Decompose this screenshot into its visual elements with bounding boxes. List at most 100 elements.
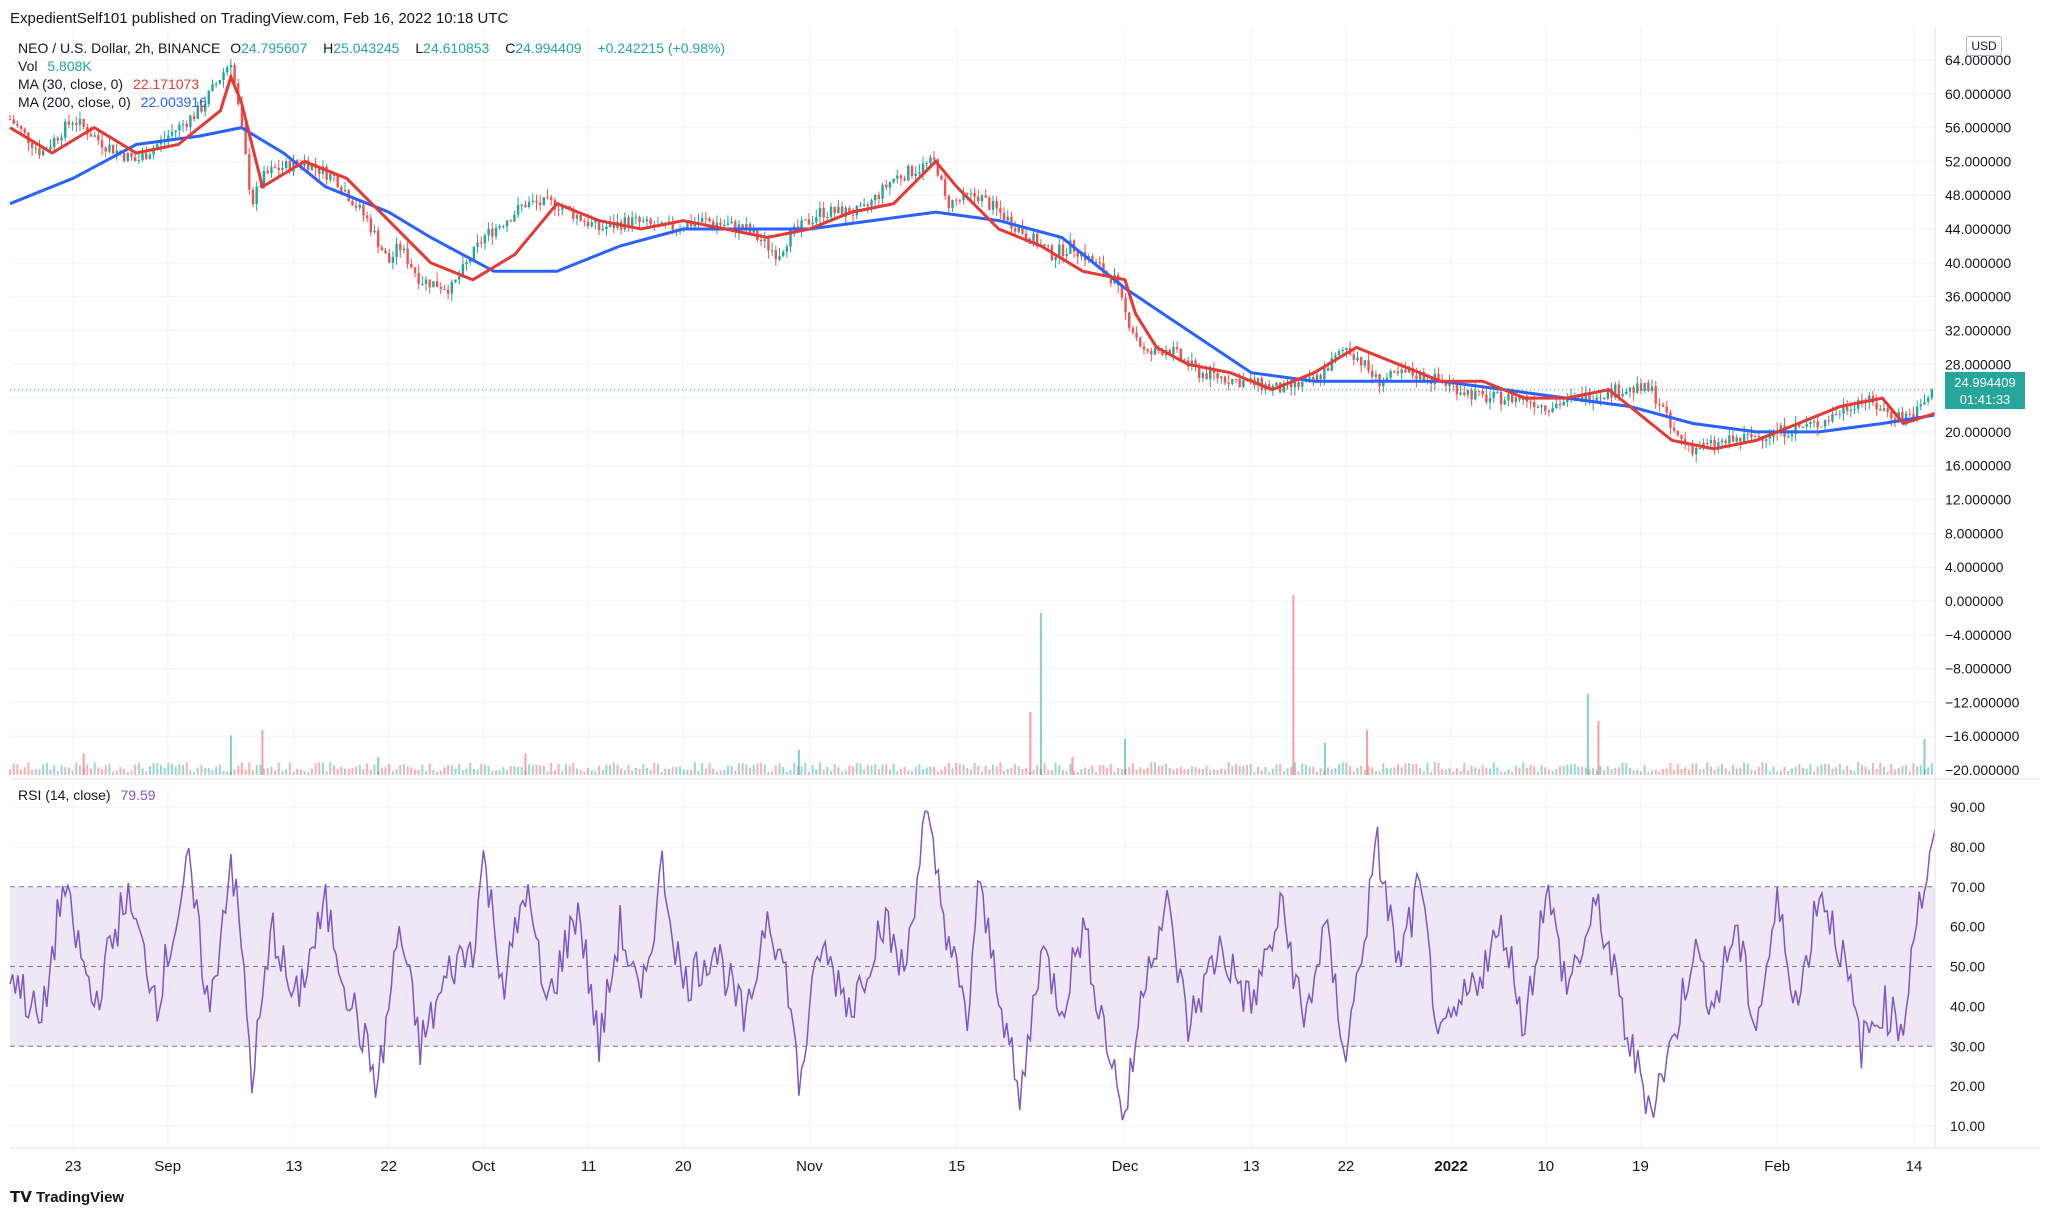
volume-bar — [1555, 769, 1558, 775]
volume-bar — [1882, 766, 1885, 775]
volume-bar — [587, 767, 590, 775]
candle-body — [689, 222, 693, 227]
tradingview-logo: 𝗧𝗩 TradingView — [10, 1188, 124, 1206]
volume-bar — [388, 764, 391, 775]
candle-body — [954, 199, 958, 201]
candle-body — [1849, 409, 1853, 411]
candle-body — [966, 192, 969, 195]
rsi-label[interactable]: RSI (14, close) — [18, 787, 111, 803]
volume-bar — [1801, 767, 1804, 775]
volume-bar — [23, 767, 26, 775]
candle-body — [1002, 212, 1006, 221]
candle-body — [310, 163, 314, 171]
candle-body — [395, 243, 398, 258]
volume-bar — [1927, 767, 1930, 775]
candle-body — [575, 215, 579, 219]
volume-bar — [1330, 768, 1333, 775]
volume-bar — [1194, 767, 1197, 775]
volume-bar — [296, 768, 299, 775]
volume-bar — [461, 770, 464, 775]
candle-body — [1098, 262, 1101, 264]
volume-bar — [818, 762, 821, 775]
candle-body — [1308, 376, 1311, 379]
price-tick-label: 20.000000 — [1945, 424, 2011, 440]
volume-bar — [425, 771, 428, 775]
volume-bar — [64, 767, 67, 775]
volume-bar — [108, 763, 111, 775]
time-tick-label: 2022 — [1434, 1158, 1467, 1175]
candle-body — [1437, 373, 1440, 381]
candle-body — [1717, 442, 1720, 447]
candle-body — [1669, 412, 1672, 428]
vol-label[interactable]: Vol — [18, 58, 38, 74]
volume-bar — [771, 771, 774, 775]
rsi-tick-label: 50.00 — [1950, 959, 1985, 975]
candle-body — [980, 195, 984, 202]
volume-bar — [763, 764, 766, 775]
candle-body — [826, 216, 829, 218]
candle-body — [1639, 383, 1643, 391]
symbol-title[interactable]: NEO / U.S. Dollar, 2h, BINANCE — [18, 40, 221, 56]
volume-bar — [542, 765, 545, 775]
candle-body — [406, 248, 409, 264]
volume-bar — [859, 763, 862, 775]
volume-bar — [546, 771, 549, 775]
volume-bar — [1139, 767, 1142, 775]
volume-bar — [340, 766, 343, 775]
candle-body — [97, 135, 100, 141]
candle-body — [1076, 251, 1079, 257]
price-tick-label: 48.000000 — [1945, 187, 2011, 203]
candle-body — [369, 218, 373, 233]
volume-bar — [163, 767, 166, 775]
candle-body — [1061, 244, 1065, 257]
volume-bar — [126, 771, 129, 775]
price-tick-label: −16.000000 — [1945, 728, 2020, 744]
candle-body — [1172, 346, 1175, 355]
volume-bar — [1698, 769, 1701, 775]
volume-bar — [263, 768, 266, 775]
volume-bar — [351, 767, 354, 775]
candle-body — [1842, 406, 1845, 414]
candle-body — [1636, 383, 1639, 393]
candle-body — [133, 157, 137, 162]
volume-bar — [774, 765, 777, 775]
candle-body — [1415, 375, 1418, 380]
candle-body — [192, 115, 196, 119]
candle-body — [465, 262, 468, 265]
candle-body — [1860, 400, 1864, 402]
candle-body — [174, 130, 177, 133]
volume-bar — [686, 769, 689, 775]
candle-body — [597, 220, 601, 231]
candle-body — [1750, 433, 1753, 438]
ma30-label[interactable]: MA (30, close, 0) — [18, 76, 124, 92]
candle-body — [1540, 405, 1543, 407]
time-tick-label: 13 — [286, 1158, 303, 1175]
volume-bar — [863, 769, 866, 775]
ma200-label[interactable]: MA (200, close, 0) — [18, 94, 131, 110]
volume-bar — [472, 768, 475, 775]
candle-body — [1010, 216, 1013, 229]
volume-bar — [1205, 766, 1208, 775]
volume-bar — [984, 765, 987, 775]
candle-body — [1503, 400, 1506, 405]
volume-spike — [1292, 595, 1295, 775]
candle-body — [295, 160, 299, 164]
candle-body — [1908, 413, 1911, 415]
candle-body — [384, 250, 387, 254]
price-axis-labels: 64.000000 60.000000 56.000000 52.000000 48.0… — [1945, 52, 2020, 778]
candle-body — [583, 220, 586, 222]
price-tick-label: −20.000000 — [1945, 762, 2020, 778]
candle-body — [1926, 397, 1930, 402]
volume-bar — [907, 770, 910, 775]
volume-bar — [16, 764, 19, 775]
volume-bar — [1514, 765, 1517, 775]
volume-bar — [1091, 765, 1094, 775]
candle-body — [30, 143, 34, 148]
currency-button[interactable]: USD — [1966, 36, 2002, 56]
volume-bar — [811, 765, 814, 775]
candle-body — [925, 162, 928, 164]
candle-body — [93, 135, 96, 137]
candle-body — [1812, 421, 1816, 423]
candle-body — [977, 196, 980, 202]
